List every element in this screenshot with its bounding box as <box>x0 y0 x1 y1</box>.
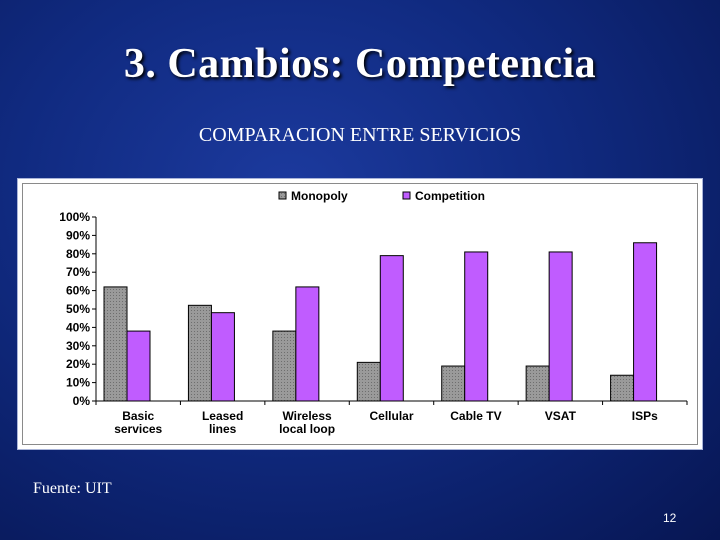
y-tick-label: 90% <box>66 228 90 242</box>
y-tick-label: 0% <box>73 394 91 408</box>
monopoly-bar <box>103 286 128 402</box>
monopoly-bar <box>610 374 635 402</box>
competition-bar <box>464 251 489 402</box>
slide-title: 3. Cambios: Competencia <box>123 41 597 87</box>
legend-swatch-competition <box>402 191 411 200</box>
y-tick-label: 70% <box>66 265 90 279</box>
y-tick-label: 10% <box>66 376 90 390</box>
x-tick-label: Basic services <box>114 409 162 436</box>
x-tick-label: VSAT <box>545 409 577 423</box>
competition-bar <box>379 255 404 402</box>
competition-bar <box>548 251 573 402</box>
legend-label-monopoly: Monopoly <box>291 189 348 203</box>
competition-bar <box>126 330 151 402</box>
y-tick-label: 100% <box>59 210 90 224</box>
chart-subtitle: COMPARACION ENTRE SERVICIOS <box>198 124 522 146</box>
y-tick-label: 60% <box>66 284 90 298</box>
monopoly-bar <box>272 330 297 402</box>
x-tick-label: Leased lines <box>202 409 243 436</box>
y-tick-label: 20% <box>66 357 90 371</box>
bar-chart: 0% 10% 20% 30% 40% 50% 60% 70% 80% 90% 100% Basic se… <box>59 189 688 436</box>
y-tick-label: 80% <box>66 247 90 261</box>
competition-bar <box>210 312 235 402</box>
y-tick-label: 40% <box>66 320 90 334</box>
y-tick-label: 50% <box>66 302 90 316</box>
competition-bar <box>633 242 658 402</box>
monopoly-bar <box>441 365 466 402</box>
chart-panel: 0% 10% 20% 30% 40% 50% 60% 70% 80% 90% 100% Basic se… <box>17 178 703 450</box>
x-tick-label: ISPs <box>632 409 658 423</box>
page-number: 12 <box>663 511 677 525</box>
x-tick-label: Cellular <box>369 409 413 423</box>
x-tick-label: Cable TV <box>450 409 501 423</box>
monopoly-bar <box>525 365 550 402</box>
legend-swatch-monopoly <box>278 191 287 200</box>
source-note: Fuente: UIT <box>33 480 112 497</box>
monopoly-bar <box>356 361 381 402</box>
chart-plot-frame: 0% 10% 20% 30% 40% 50% 60% 70% 80% 90% 100% Basic se… <box>22 183 698 445</box>
y-tick-label: 30% <box>66 339 90 353</box>
x-tick-label: Wireless local loop <box>279 409 335 436</box>
competition-bar <box>295 286 320 402</box>
legend-label-competition: Competition <box>415 189 485 203</box>
monopoly-bar <box>187 304 212 402</box>
